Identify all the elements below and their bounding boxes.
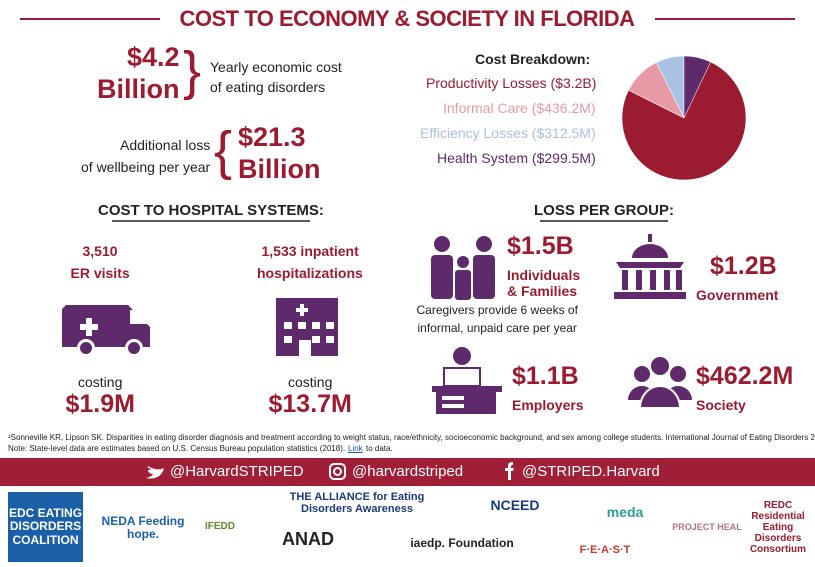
logo: F·E·A·S·T bbox=[575, 540, 635, 560]
legend-title: Cost Breakdown: bbox=[475, 51, 591, 67]
stat-label: 3,510 bbox=[82, 243, 118, 259]
group-name: Employers bbox=[512, 397, 584, 413]
brace: } bbox=[183, 41, 202, 101]
label: Yearly economic cost bbox=[210, 59, 342, 75]
ambulance-icon bbox=[62, 305, 150, 357]
pie-slice bbox=[683, 55, 711, 119]
stat-label: ER visits bbox=[70, 265, 130, 281]
footnote: Note: State-level data are estimates bas… bbox=[8, 444, 346, 453]
stat-label: hospitalizations bbox=[257, 265, 363, 281]
group-name: Government bbox=[696, 287, 779, 303]
section-heading: COST TO HOSPITAL SYSTEMS: bbox=[98, 202, 324, 219]
social-icons bbox=[146, 462, 514, 480]
amount: Billion bbox=[238, 154, 321, 184]
group-note: informal, unpaid care per year bbox=[417, 321, 577, 335]
logo: REDC Residential Eating Disorders Consor… bbox=[742, 494, 814, 560]
label: of wellbeing per year bbox=[81, 159, 211, 175]
brace: { bbox=[214, 121, 233, 181]
stat-label: 1,533 inpatient bbox=[261, 243, 359, 259]
amount: Billion bbox=[97, 74, 180, 104]
cost: $1.9M bbox=[65, 390, 135, 418]
costing: costing bbox=[78, 374, 123, 390]
logo: IFEDD bbox=[196, 496, 244, 556]
label: Additional loss bbox=[120, 137, 211, 153]
social-bar bbox=[0, 458, 815, 486]
amount: $4.2 bbox=[127, 42, 180, 72]
group-amount: $1.1B bbox=[512, 362, 579, 390]
logo: NEDA Feeding hope. bbox=[88, 508, 198, 548]
section-heading: LOSS PER GROUP: bbox=[534, 202, 675, 219]
logo: iaedp. Foundation bbox=[392, 526, 532, 562]
logo: NCEED bbox=[460, 492, 570, 520]
legend-entry: Informal Care ($436.2M) bbox=[443, 100, 596, 116]
pie-chart bbox=[621, 55, 747, 181]
group-name: & Families bbox=[507, 283, 578, 299]
costing: costing bbox=[288, 374, 333, 390]
group-name: Society bbox=[696, 397, 746, 413]
employer-icon bbox=[432, 347, 502, 414]
social-handle: @STRIPED.Harvard bbox=[522, 463, 660, 480]
cost: $13.7M bbox=[268, 390, 352, 418]
footnote: to data. bbox=[366, 444, 393, 453]
legend-entry: Productivity Losses ($3.2B) bbox=[426, 75, 597, 91]
group-amount: $1.5B bbox=[507, 232, 574, 260]
social-handle: @HarvardSTRIPED bbox=[170, 463, 304, 480]
group-amount: $462.2M bbox=[696, 362, 794, 390]
logo: THE ALLIANCE for Eating Disorders Awaren… bbox=[272, 490, 442, 516]
label: of eating disorders bbox=[210, 79, 326, 95]
footnote: ¹Sonneville KR, Lipson SK. Disparities i… bbox=[8, 433, 815, 442]
legend-entry: Health System ($299.5M) bbox=[437, 150, 596, 166]
logo: EDC EATING DISORDERS COALITION bbox=[8, 492, 83, 562]
group-amount: $1.2B bbox=[710, 252, 777, 280]
society-icon bbox=[628, 355, 692, 409]
hospital-icon bbox=[276, 298, 338, 356]
legend-entry: Efficiency Losses ($312.5M) bbox=[420, 125, 596, 141]
logo: meda bbox=[580, 490, 670, 536]
pie-slice bbox=[621, 61, 747, 181]
logo: PROJECT HEAL bbox=[672, 494, 742, 562]
social-handle: @harvardstriped bbox=[352, 463, 464, 480]
logo: ANAD bbox=[258, 520, 358, 560]
government-icon bbox=[614, 234, 686, 299]
footnote-link[interactable]: Link bbox=[348, 444, 363, 453]
group-name: Individuals bbox=[507, 267, 581, 283]
family-icon bbox=[431, 236, 495, 300]
title: COST TO ECONOMY & SOCIETY IN FLORIDA bbox=[179, 6, 636, 31]
amount: $21.3 bbox=[238, 122, 306, 152]
group-note: Caregivers provide 6 weeks of bbox=[416, 303, 578, 317]
